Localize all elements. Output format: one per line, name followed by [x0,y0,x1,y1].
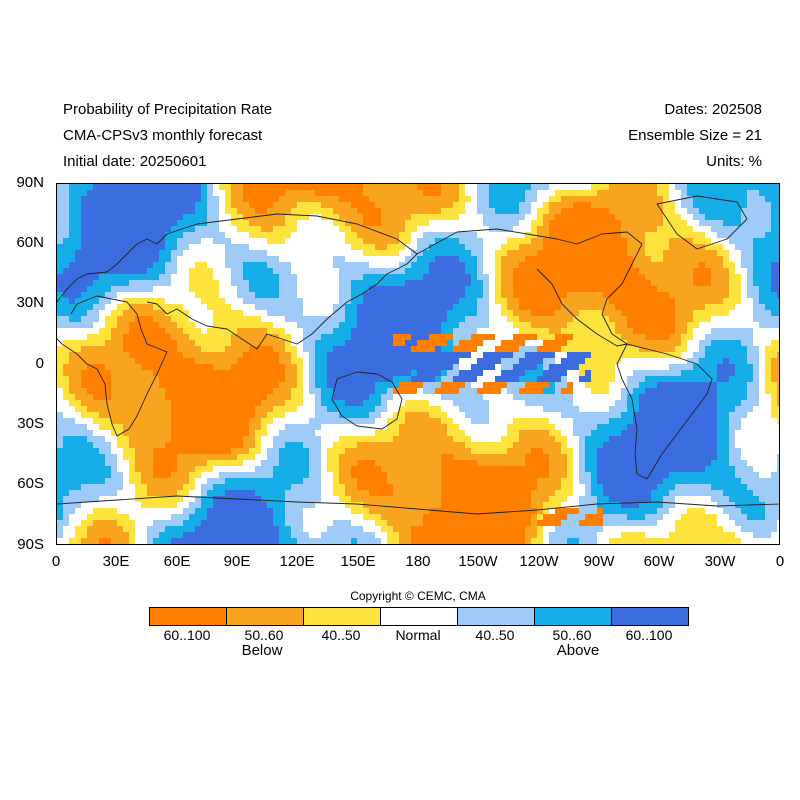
legend-label-normal: Normal [395,627,441,643]
probability-field [57,184,779,544]
title-block-left: Probability of Precipitation Rate CMA-CP… [63,101,272,179]
lat-label-90s: 90S [17,536,44,553]
lon-label-90e: 90E [223,553,251,570]
color-legend [149,607,689,626]
lon-label-0: 0 [51,553,61,570]
legend-label-above-40-50: 40..50 [475,627,515,643]
title-block-right: Dates: 202508 Ensemble Size = 21 Units: … [628,101,762,179]
lat-label-0: 0 [35,355,44,372]
legend-label-below-40-50: 40..50 [321,627,361,643]
lat-label-30s: 30S [17,415,44,432]
legend-swatch-5 [535,608,612,625]
legend-group-below: Below [241,642,283,659]
coastline-south-america [616,343,713,480]
lon-label-0-end: 0 [775,553,785,570]
coastlines [57,195,779,515]
probability-map [57,184,779,544]
lon-label-180: 180 [405,553,431,570]
lon-label-120w: 120W [519,553,559,570]
units: Units: % [706,153,762,170]
legend-swatch-0 [150,608,227,625]
legend-swatch-6 [612,608,688,625]
legend-label-above-60-100: 60..100 [625,627,673,643]
legend-swatch-3 [381,608,458,625]
coastline-greenland [656,195,748,250]
lat-label-30n: 30N [16,294,44,311]
lon-label-30w: 30W [704,553,736,570]
lon-label-150e: 150E [340,553,376,570]
coastline-asia [146,213,418,350]
lon-label-60e: 60E [163,553,191,570]
coastline-africa [57,295,168,437]
coastline-north-america [416,228,643,347]
map-frame [56,183,780,545]
lon-label-150w: 150W [458,553,498,570]
lat-label-60n: 60N [16,234,44,251]
legend-swatch-2 [304,608,381,625]
coastline-europe [57,233,168,303]
legend-label-below-50-60: 50..60 [244,627,284,643]
legend-group-above: Above [556,642,600,659]
model-name: CMA-CPSv3 monthly forecast [63,127,263,144]
lon-label-90w: 90W [583,553,615,570]
legend-swatch-1 [227,608,304,625]
lon-label-60w: 60W [643,553,675,570]
ensemble-size: Ensemble Size = 21 [628,127,762,144]
lat-label-90n: 90N [16,174,44,191]
copyright-text: Copyright © CEMC, CMA [350,589,486,603]
legend-swatch-4 [458,608,535,625]
lon-label-120e: 120E [279,553,315,570]
lon-label-30e: 30E [102,553,130,570]
forecast-dates: Dates: 202508 [664,101,762,118]
legend-label-below-60-100: 60..100 [163,627,211,643]
coastline-antarctica [57,495,779,515]
map-title: Probability of Precipitation Rate [63,101,273,118]
lat-label-60s: 60S [17,475,44,492]
legend-label-above-50-60: 50..60 [552,627,592,643]
initial-date: Initial date: 20250601 [63,153,207,170]
coastline-australia [331,371,403,430]
